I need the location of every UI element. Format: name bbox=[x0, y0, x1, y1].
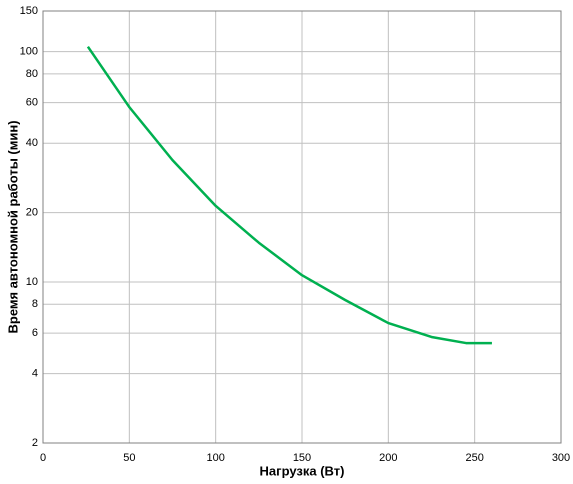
x-axis-title: Нагрузка (Вт) bbox=[260, 463, 345, 478]
y-tick-label: 2 bbox=[32, 437, 38, 449]
y-tick-label: 4 bbox=[32, 368, 38, 380]
y-tick-label: 150 bbox=[20, 5, 38, 17]
x-tick-label: 200 bbox=[379, 452, 397, 464]
y-tick-label: 10 bbox=[26, 276, 38, 288]
x-tick-label: 50 bbox=[123, 452, 135, 464]
y-tick-label: 8 bbox=[32, 298, 38, 310]
x-tick-label: 100 bbox=[206, 452, 224, 464]
x-tick-label: 250 bbox=[465, 452, 483, 464]
x-tick-label: 150 bbox=[293, 452, 311, 464]
x-tick-label: 300 bbox=[552, 452, 570, 464]
y-tick-label: 20 bbox=[26, 207, 38, 219]
line-series bbox=[86, 45, 492, 345]
y-tick-label: 100 bbox=[20, 45, 38, 57]
y-tick-label: 60 bbox=[26, 97, 38, 109]
y-tick-label: 80 bbox=[26, 68, 38, 80]
y-axis-title: Время автономной работы (мин) bbox=[5, 120, 20, 333]
x-tick-label: 0 bbox=[40, 452, 46, 464]
y-tick-label: 40 bbox=[26, 137, 38, 149]
plot-frame bbox=[42, 10, 562, 444]
y-tick-label: 6 bbox=[32, 327, 38, 339]
